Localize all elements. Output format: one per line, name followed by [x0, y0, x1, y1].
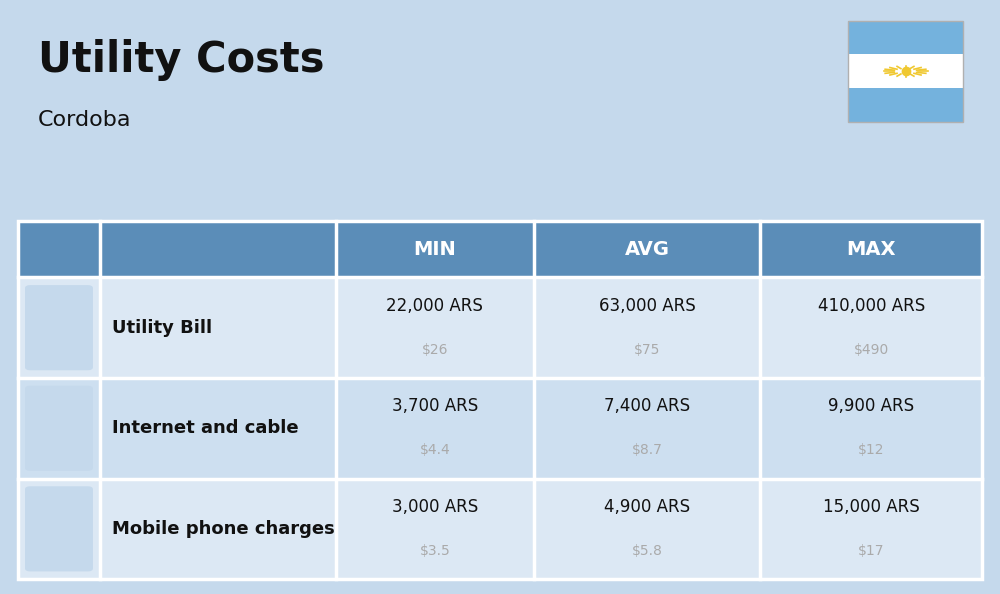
Text: $3.5: $3.5	[420, 544, 450, 558]
FancyBboxPatch shape	[25, 486, 93, 571]
Bar	[18, 221, 982, 579]
Text: Mobile phone charges: Mobile phone charges	[112, 520, 335, 538]
Text: MIN: MIN	[414, 240, 456, 258]
Text: Cordoba: Cordoba	[38, 110, 132, 130]
Text: 3,000 ARS: 3,000 ARS	[392, 498, 478, 516]
Text: $5.8: $5.8	[632, 544, 662, 558]
Bar	[18, 378, 982, 479]
Text: Internet and cable: Internet and cable	[112, 419, 299, 437]
Bar	[848, 88, 963, 122]
Bar	[760, 221, 982, 277]
Bar	[18, 378, 100, 479]
Bar	[18, 277, 982, 378]
Text: Utility Bill: Utility Bill	[112, 319, 212, 337]
Text: $12: $12	[858, 443, 884, 457]
Bar	[18, 221, 100, 277]
Bar	[848, 21, 963, 55]
Text: 7,400 ARS: 7,400 ARS	[604, 397, 690, 415]
Bar	[848, 21, 963, 122]
Bar	[534, 221, 760, 277]
FancyBboxPatch shape	[25, 285, 93, 370]
Bar	[18, 479, 100, 579]
Bar	[848, 55, 963, 88]
Text: MAX: MAX	[846, 240, 896, 258]
Text: AVG: AVG	[625, 240, 670, 258]
Text: 22,000 ARS: 22,000 ARS	[386, 296, 483, 315]
Bar	[336, 221, 534, 277]
Text: 4,900 ARS: 4,900 ARS	[604, 498, 690, 516]
Text: $490: $490	[854, 343, 889, 357]
Text: Utility Costs: Utility Costs	[38, 39, 324, 81]
Text: $17: $17	[858, 544, 884, 558]
Bar	[18, 479, 982, 579]
Text: $26: $26	[422, 343, 448, 357]
Text: 63,000 ARS: 63,000 ARS	[599, 296, 695, 315]
Text: $75: $75	[634, 343, 660, 357]
Text: 15,000 ARS: 15,000 ARS	[823, 498, 920, 516]
Text: 410,000 ARS: 410,000 ARS	[818, 296, 925, 315]
Text: 3,700 ARS: 3,700 ARS	[392, 397, 478, 415]
Text: $8.7: $8.7	[632, 443, 662, 457]
Text: 9,900 ARS: 9,900 ARS	[828, 397, 914, 415]
Text: $4.4: $4.4	[420, 443, 450, 457]
FancyBboxPatch shape	[25, 386, 93, 471]
Bar	[100, 221, 336, 277]
Bar	[18, 277, 100, 378]
